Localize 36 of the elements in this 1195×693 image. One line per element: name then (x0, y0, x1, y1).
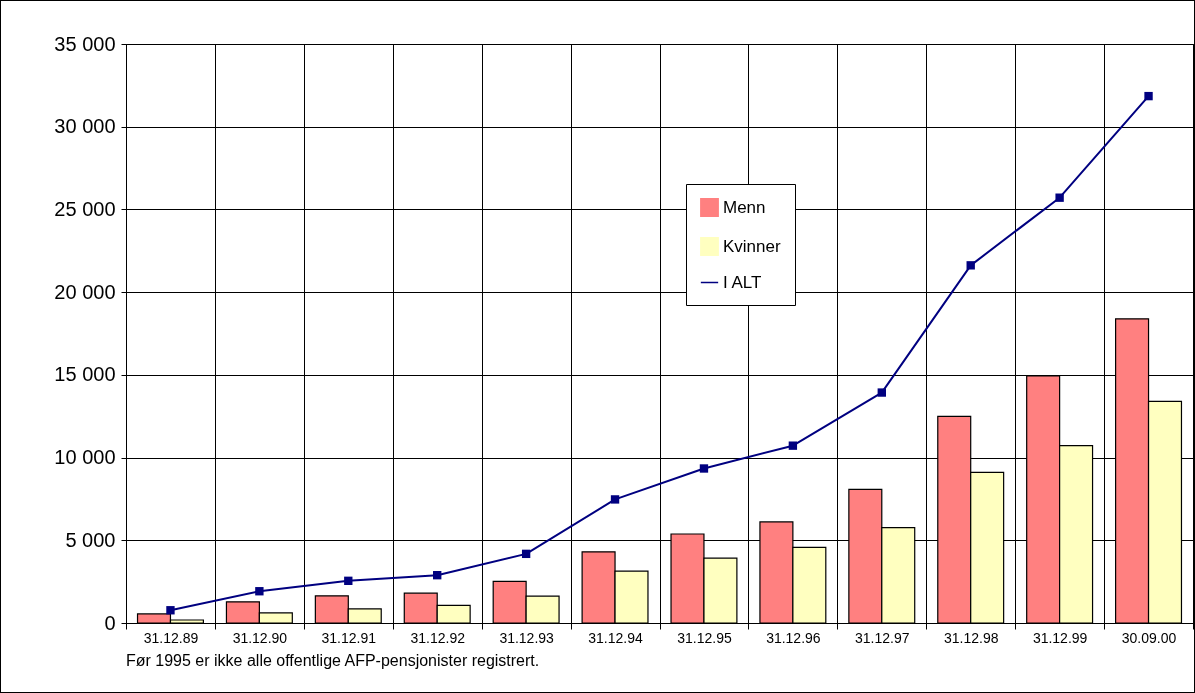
y-tick-label: 20 000 (54, 280, 116, 303)
x-tick-label: 31.12.90 (232, 629, 288, 646)
point (1055, 193, 1064, 202)
x-tick-label: 31.12.94 (588, 629, 643, 646)
point (877, 388, 886, 397)
point (166, 606, 175, 615)
x-tick-label: 31.12.98 (943, 629, 999, 646)
x-tick-label: 31.12.93 (499, 629, 555, 646)
point (344, 576, 353, 585)
point (966, 261, 975, 270)
x-tick-label: 30.09.00 (1121, 629, 1177, 646)
point (1144, 91, 1153, 101)
y-tick-label: 5 000 (65, 528, 116, 551)
point (788, 441, 798, 450)
legend-label: Menn (723, 197, 766, 217)
point (699, 464, 709, 473)
legend-label: I ALT (723, 272, 762, 292)
point (433, 571, 442, 580)
point (521, 549, 531, 559)
x-tick-label: 31.12.92 (410, 629, 466, 646)
legend-label: Kvinner (723, 236, 781, 256)
x-tick-label: 31.12.91 (321, 629, 377, 646)
y-tick-label: 15 000 (54, 363, 116, 386)
point (610, 495, 620, 504)
x-tick-label: 31.12.89 (143, 629, 199, 646)
y-tick-label: 0 (104, 611, 116, 634)
x-tick-label: 31.12.96 (766, 629, 821, 646)
y-tick-label: 30 000 (54, 115, 116, 138)
x-tick-label: 31.12.95 (677, 629, 732, 646)
text: Før 1995 er ikke alle offentlige AFP-pensjonister registrert. (126, 652, 540, 669)
y-tick-label: 10 000 (54, 446, 116, 469)
x-tick-label: 31.12.97 (855, 629, 910, 646)
point (255, 587, 264, 596)
y-tick-label: 35 000 (54, 32, 116, 55)
y-tick-label: 25 000 (54, 197, 116, 220)
x-tick-label: 31.12.99 (1032, 629, 1088, 646)
